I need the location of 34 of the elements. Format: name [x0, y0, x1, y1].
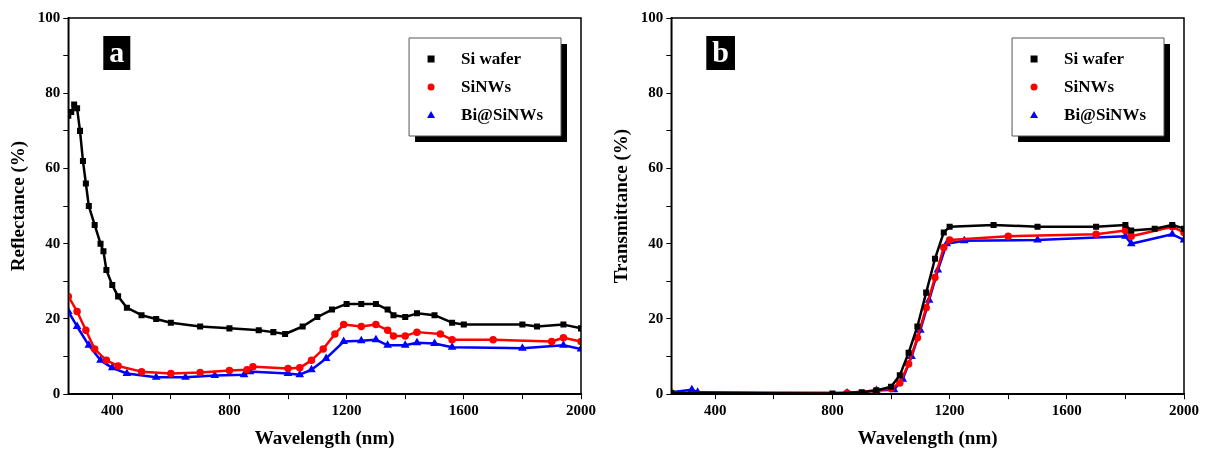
- y-tick-label: 20: [648, 309, 664, 326]
- x-tick-label: 1200: [331, 402, 362, 419]
- x-tick-label: 1600: [448, 402, 479, 419]
- annotation: b: [712, 34, 729, 68]
- x-tick-label: 1200: [934, 402, 965, 419]
- x-tick-label: 400: [101, 402, 124, 419]
- y-tick-label: 80: [45, 84, 61, 101]
- y-tick-label: 40: [45, 234, 61, 251]
- legend-label: Si wafer: [461, 49, 522, 69]
- y-tick-label: 0: [52, 385, 61, 402]
- y-tick-label: 20: [45, 309, 61, 326]
- y-tick-label: 40: [648, 234, 664, 251]
- y-tick-label: 60: [648, 159, 664, 176]
- x-tick-label: 1600: [1051, 402, 1082, 419]
- x-tick-label: 2000: [1169, 402, 1199, 419]
- y-axis-title: Transmittance (%): [610, 128, 633, 284]
- y-tick-label: 100: [640, 8, 664, 25]
- legend-label: SiNWs: [461, 77, 512, 97]
- x-axis-title: Wavelength (nm): [857, 426, 998, 449]
- legend-label: Bi@SiNWs: [1064, 105, 1147, 125]
- y-tick-label: 80: [648, 84, 664, 101]
- y-axis-title: Reflectance (%): [7, 140, 30, 272]
- annotation: a: [109, 34, 125, 68]
- y-tick-label: 100: [37, 8, 61, 25]
- x-tick-label: 800: [821, 402, 844, 419]
- x-tick-label: 800: [218, 402, 241, 419]
- legend-label: Si wafer: [1064, 49, 1125, 69]
- legend-label: SiNWs: [1064, 77, 1115, 97]
- legend-label: Bi@SiNWs: [461, 105, 544, 125]
- x-tick-label: 400: [704, 402, 727, 419]
- x-tick-label: 2000: [566, 402, 596, 419]
- y-tick-label: 60: [45, 159, 61, 176]
- x-axis-title: Wavelength (nm): [254, 426, 395, 449]
- y-tick-label: 0: [655, 385, 664, 402]
